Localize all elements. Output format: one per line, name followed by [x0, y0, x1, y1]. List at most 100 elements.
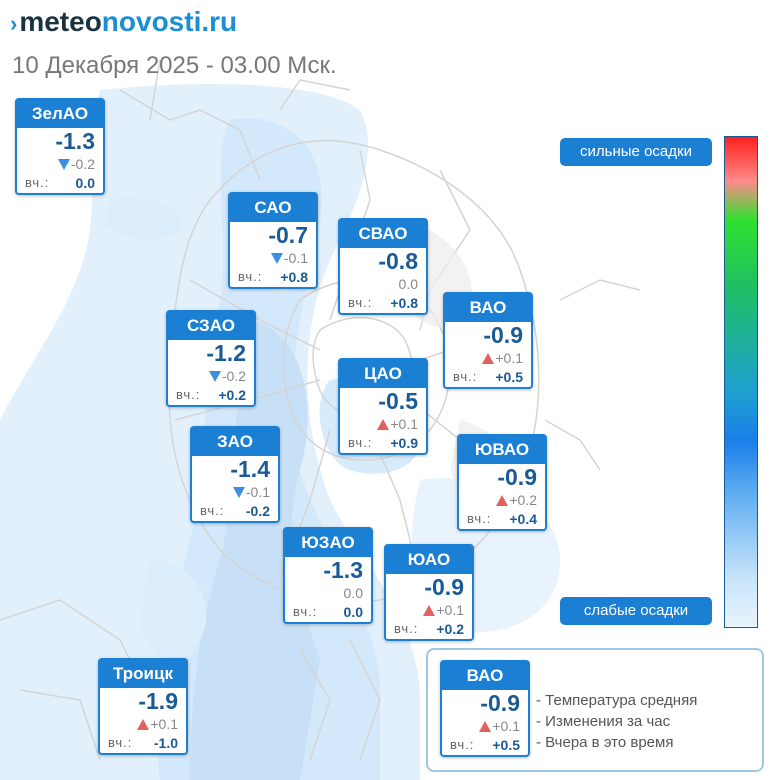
district-card-troitsk: Троицк -1.9 +0.1 вч.: -1.0 [98, 658, 188, 755]
district-card-sao: САО -0.7 -0.1 вч.: +0.8 [228, 192, 318, 289]
logo-text-meteo: meteo [19, 6, 102, 37]
yesterday-label: вч.: [394, 621, 419, 636]
district-card-yuvao: ЮВАО -0.9 +0.2 вч.: +0.4 [457, 434, 547, 531]
yesterday-label: вч.: [238, 269, 263, 284]
hourly-change: 0.0 [285, 584, 371, 602]
trend-up-icon [479, 721, 492, 732]
yesterday-label: вч.: [25, 175, 50, 190]
yesterday-value: +0.4 [509, 511, 537, 527]
yesterday-value: 0.0 [75, 175, 95, 191]
yesterday-row: вч.: +0.2 [386, 619, 472, 639]
trend-up-icon [423, 605, 436, 616]
avg-temperature: -0.9 [483, 322, 523, 348]
hourly-change: +0.1 [445, 349, 531, 367]
change-value: 0.0 [398, 276, 418, 292]
trend-up-icon [377, 419, 390, 430]
logo-text-novosti: novosti.ru [101, 6, 238, 37]
hourly-change: +0.2 [459, 491, 545, 509]
explanation-item-yesterday: - Вчера в это время [536, 734, 674, 751]
legend-explanation-box: ВАО -0.9 +0.1 вч.: +0.5 - Температура сре… [426, 648, 764, 772]
trend-up-icon [482, 353, 495, 364]
change-value: +0.1 [390, 416, 418, 432]
district-name: ЦАО [340, 360, 426, 388]
district-card-yuzao: ЮЗАО -1.3 0.0 вч.: 0.0 [283, 527, 373, 624]
district-name: ЮАО [386, 546, 472, 574]
yesterday-label: вч.: [348, 295, 373, 310]
district-card-zelao: ЗелАО -1.3 -0.2 вч.: 0.0 [15, 98, 105, 195]
yesterday-label: вч.: [176, 387, 201, 402]
yesterday-row: вч.: +0.5 [442, 735, 528, 755]
yesterday-value: -0.2 [245, 503, 270, 519]
explanation-item-temperature: - Температура средняя [536, 692, 698, 709]
district-name: ЗелАО [17, 100, 103, 128]
change-value: -0.1 [245, 484, 270, 500]
sample-district-card: ВАО -0.9 +0.1 вч.: +0.5 [440, 660, 530, 757]
yesterday-label: вч.: [348, 435, 373, 450]
avg-temperature: -1.4 [230, 456, 270, 482]
yesterday-value: +0.8 [390, 295, 418, 311]
hourly-change: +0.1 [386, 601, 472, 619]
precip-area [105, 199, 182, 240]
explanation-item-change: - Изменения за час [536, 713, 671, 730]
yesterday-row: вч.: 0.0 [17, 173, 103, 193]
hourly-change: +0.1 [340, 415, 426, 433]
district-card-vao: ВАО -0.9 +0.1 вч.: +0.5 [443, 292, 533, 389]
yesterday-row: вч.: +0.2 [168, 385, 254, 405]
yesterday-value: +0.5 [492, 737, 520, 753]
district-name: ЮВАО [459, 436, 545, 464]
district-card-szao: СЗАО -1.2 -0.2 вч.: +0.2 [166, 310, 256, 407]
trend-down-icon [270, 253, 283, 264]
yesterday-row: вч.: -0.2 [192, 501, 278, 521]
district-name: ВАО [445, 294, 531, 322]
district-card-yuao: ЮАО -0.9 +0.1 вч.: +0.2 [384, 544, 474, 641]
district-name: СВАО [340, 220, 426, 248]
yesterday-label: вч.: [293, 604, 318, 619]
avg-temperature: -1.3 [55, 128, 95, 154]
avg-temperature: -0.9 [497, 464, 537, 490]
precip-area [190, 320, 320, 780]
weak-precip-label: слабые осадки [560, 597, 712, 625]
trend-down-icon [208, 371, 221, 382]
avg-temperature: -0.9 [480, 690, 520, 716]
district-name: САО [230, 194, 316, 222]
yesterday-value: -1.0 [153, 735, 178, 751]
yesterday-row: вч.: 0.0 [285, 602, 371, 622]
avg-temperature: -0.5 [378, 388, 418, 414]
site-logo[interactable]: ›meteonovosti.ru [10, 6, 237, 38]
avg-temperature: -1.2 [206, 340, 246, 366]
change-value: +0.1 [150, 716, 178, 732]
hourly-change: -0.2 [168, 367, 254, 385]
yesterday-label: вч.: [467, 511, 492, 526]
district-name: ЗАО [192, 428, 278, 456]
trend-down-icon [57, 159, 70, 170]
change-value: 0.0 [343, 585, 363, 601]
change-value: +0.2 [509, 492, 537, 508]
district-name: СЗАО [168, 312, 254, 340]
hourly-change: +0.1 [100, 715, 186, 733]
strong-precip-label: сильные осадки [560, 138, 712, 166]
yesterday-value: +0.5 [495, 369, 523, 385]
district-card-zao: ЗАО -1.4 -0.1 вч.: -0.2 [190, 426, 280, 523]
yesterday-label: вч.: [200, 503, 225, 518]
precip-area [140, 560, 207, 662]
hourly-change: -0.1 [192, 483, 278, 501]
yesterday-row: вч.: +0.9 [340, 433, 426, 453]
yesterday-label: вч.: [453, 369, 478, 384]
yesterday-value: +0.2 [218, 387, 246, 403]
avg-temperature: -0.7 [268, 222, 308, 248]
yesterday-row: вч.: +0.8 [340, 293, 426, 313]
district-name: ЮЗАО [285, 529, 371, 557]
yesterday-value: +0.9 [390, 435, 418, 451]
yesterday-value: +0.8 [280, 269, 308, 285]
yesterday-value: +0.2 [436, 621, 464, 637]
yesterday-row: вч.: +0.8 [230, 267, 316, 287]
yesterday-label: вч.: [108, 735, 133, 750]
logo-mark: › [10, 11, 18, 36]
hourly-change: 0.0 [340, 275, 426, 293]
yesterday-row: вч.: +0.4 [459, 509, 545, 529]
avg-temperature: -1.3 [323, 557, 363, 583]
date-time-line: 10 Декабря 2025 - 03.00 Мск. [12, 52, 337, 79]
change-value: -0.2 [70, 156, 95, 172]
district-name: ВАО [442, 662, 528, 690]
yesterday-label: вч.: [450, 737, 475, 752]
